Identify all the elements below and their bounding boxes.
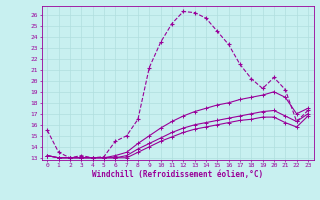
X-axis label: Windchill (Refroidissement éolien,°C): Windchill (Refroidissement éolien,°C) [92,170,263,179]
